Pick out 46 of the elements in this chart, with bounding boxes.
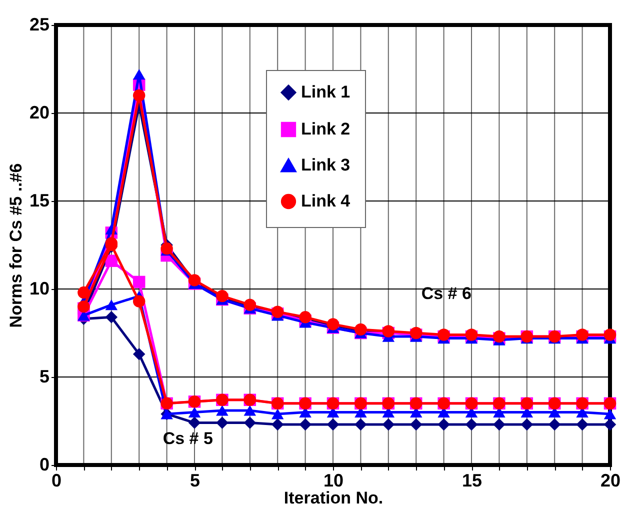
point [244, 416, 256, 429]
point [78, 286, 90, 299]
point [354, 418, 367, 431]
point [410, 418, 422, 431]
point [271, 408, 284, 420]
x-tick-label: 20 [600, 470, 621, 490]
point [132, 68, 146, 80]
point [105, 300, 118, 310]
point [465, 418, 478, 431]
point [105, 311, 118, 324]
x-axis-title: Iteration No. [284, 488, 384, 508]
y-tick-label: 0 [39, 454, 50, 474]
y-axis-title: Norms for Cs #5 ..#6 [6, 163, 26, 328]
y-tick-label: 20 [29, 102, 50, 122]
point [299, 418, 312, 431]
point [493, 418, 506, 431]
point [160, 242, 173, 255]
point [132, 348, 146, 360]
legend-label: Link 3 [301, 156, 350, 174]
x-tick-label: 10 [323, 470, 344, 490]
point [604, 408, 616, 420]
point [604, 418, 616, 431]
x-tick-label: 15 [462, 470, 482, 490]
y-tick-label: 10 [29, 278, 50, 298]
point [438, 418, 450, 431]
y-tick-label: 5 [39, 366, 50, 386]
point [216, 416, 228, 429]
point [244, 405, 256, 416]
point [326, 418, 340, 431]
y-tick-label: 25 [29, 14, 50, 34]
point [548, 418, 561, 431]
point [576, 418, 588, 431]
x-tick-label: 5 [190, 470, 200, 490]
point [188, 416, 201, 429]
point [132, 295, 146, 308]
point [132, 89, 146, 102]
legend-label: Link 4 [301, 192, 351, 210]
point [188, 406, 201, 418]
legend-label: Link 2 [301, 120, 350, 138]
point [216, 405, 228, 416]
legend-label: Link 1 [301, 82, 350, 102]
y-tick-label: 15 [29, 190, 50, 210]
point [382, 418, 395, 431]
point [520, 418, 534, 431]
point [271, 418, 284, 431]
point [132, 276, 146, 288]
